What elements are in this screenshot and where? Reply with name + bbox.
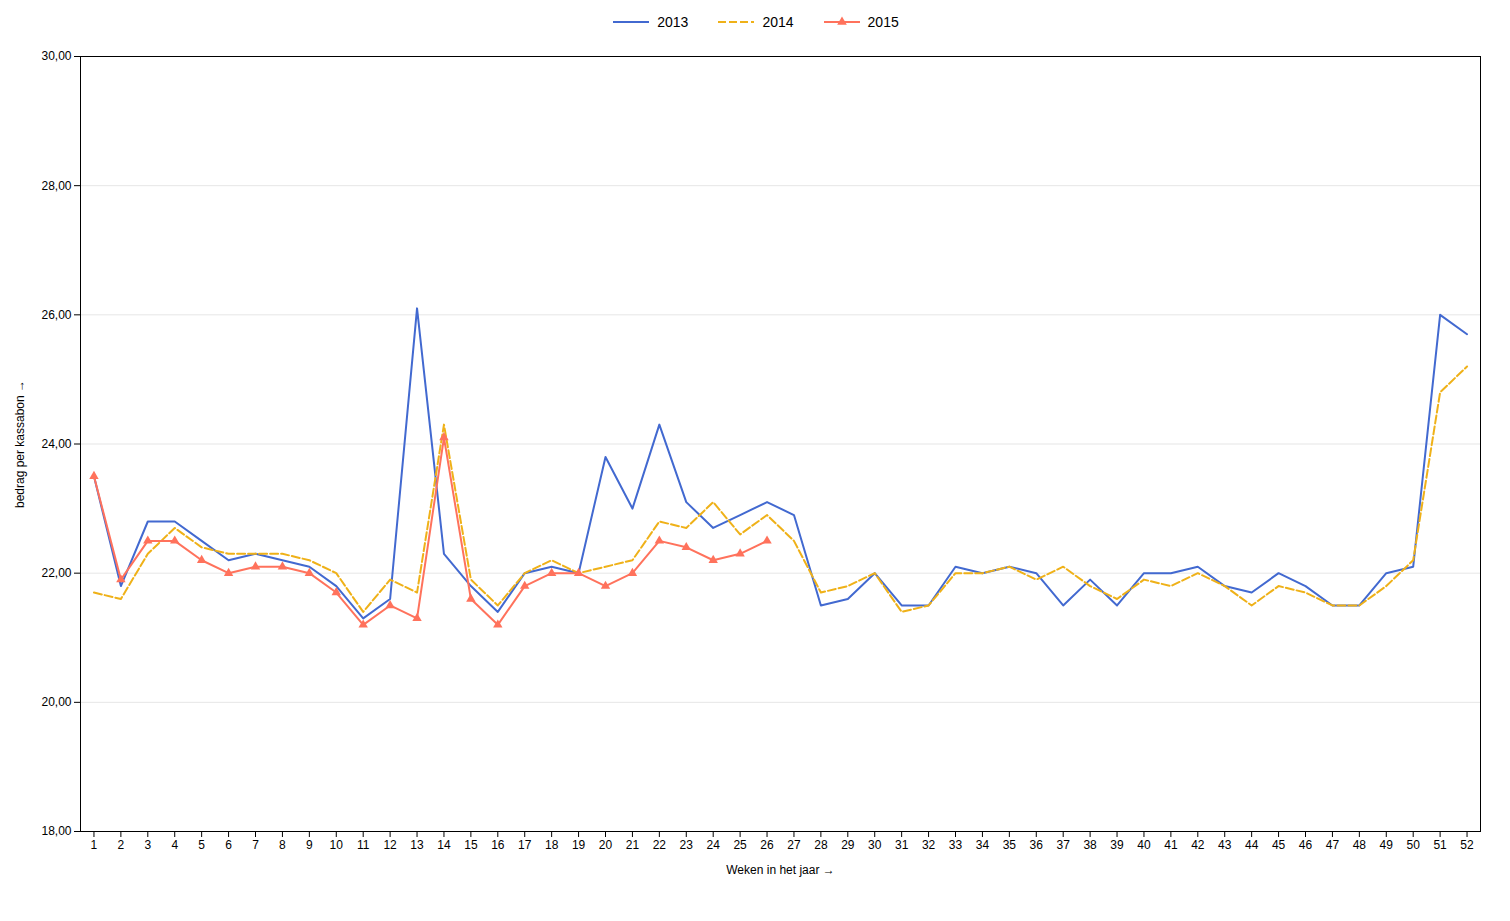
svg-text:41: 41 bbox=[1164, 838, 1178, 852]
svg-text:51: 51 bbox=[1433, 838, 1447, 852]
svg-text:50: 50 bbox=[1407, 838, 1421, 852]
svg-text:7: 7 bbox=[252, 838, 259, 852]
svg-text:13: 13 bbox=[410, 838, 424, 852]
svg-text:9: 9 bbox=[306, 838, 313, 852]
svg-text:37: 37 bbox=[1057, 838, 1071, 852]
svg-text:38: 38 bbox=[1083, 838, 1097, 852]
svg-text:26,00: 26,00 bbox=[41, 308, 71, 322]
svg-text:39: 39 bbox=[1110, 838, 1124, 852]
svg-text:20,00: 20,00 bbox=[41, 695, 71, 709]
html-text:2014: 2014 bbox=[762, 14, 794, 30]
svg-text:36: 36 bbox=[1030, 838, 1044, 852]
svg-text:8: 8 bbox=[279, 838, 286, 852]
svg-text:30: 30 bbox=[868, 838, 882, 852]
svg-text:20: 20 bbox=[599, 838, 613, 852]
svg-text:48: 48 bbox=[1353, 838, 1367, 852]
svg-text:12: 12 bbox=[383, 838, 397, 852]
svg-text:5: 5 bbox=[198, 838, 205, 852]
svg-text:25: 25 bbox=[733, 838, 747, 852]
svg-text:26: 26 bbox=[760, 838, 774, 852]
svg-text:24: 24 bbox=[707, 838, 721, 852]
svg-text:18,00: 18,00 bbox=[41, 824, 71, 838]
svg-text:22,00: 22,00 bbox=[41, 566, 71, 580]
svg-text:30,00: 30,00 bbox=[41, 49, 71, 63]
svg-text:33: 33 bbox=[949, 838, 963, 852]
svg-text:52: 52 bbox=[1460, 838, 1474, 852]
svg-text:47: 47 bbox=[1326, 838, 1340, 852]
svg-text:bedrag per kassabon →: bedrag per kassabon → bbox=[13, 380, 27, 508]
svg-text:21: 21 bbox=[626, 838, 640, 852]
svg-text:46: 46 bbox=[1299, 838, 1313, 852]
svg-text:22: 22 bbox=[653, 838, 667, 852]
svg-text:14: 14 bbox=[437, 838, 451, 852]
svg-text:Weken in het jaar →: Weken in het jaar → bbox=[726, 863, 835, 877]
svg-text:42: 42 bbox=[1191, 838, 1205, 852]
svg-text:24,00: 24,00 bbox=[41, 437, 71, 451]
svg-text:10: 10 bbox=[330, 838, 344, 852]
svg-text:34: 34 bbox=[976, 838, 990, 852]
html-text:2013: 2013 bbox=[657, 14, 689, 30]
svg-text:16: 16 bbox=[491, 838, 505, 852]
svg-text:18: 18 bbox=[545, 838, 559, 852]
svg-text:27: 27 bbox=[787, 838, 801, 852]
svg-text:17: 17 bbox=[518, 838, 532, 852]
svg-text:32: 32 bbox=[922, 838, 936, 852]
svg-text:31: 31 bbox=[895, 838, 909, 852]
svg-text:15: 15 bbox=[464, 838, 478, 852]
svg-text:40: 40 bbox=[1137, 838, 1151, 852]
svg-text:19: 19 bbox=[572, 838, 586, 852]
svg-text:2: 2 bbox=[118, 838, 125, 852]
svg-text:49: 49 bbox=[1380, 838, 1394, 852]
html-text:2015: 2015 bbox=[867, 14, 899, 30]
svg-text:6: 6 bbox=[225, 838, 232, 852]
svg-text:4: 4 bbox=[171, 838, 178, 852]
svg-text:28: 28 bbox=[814, 838, 828, 852]
svg-text:35: 35 bbox=[1003, 838, 1017, 852]
svg-text:23: 23 bbox=[680, 838, 694, 852]
svg-text:44: 44 bbox=[1245, 838, 1259, 852]
svg-text:29: 29 bbox=[841, 838, 855, 852]
svg-text:28,00: 28,00 bbox=[41, 179, 71, 193]
svg-text:45: 45 bbox=[1272, 838, 1286, 852]
svg-text:11: 11 bbox=[357, 838, 370, 852]
svg-text:3: 3 bbox=[144, 838, 151, 852]
svg-text:1: 1 bbox=[91, 838, 98, 852]
svg-text:43: 43 bbox=[1218, 838, 1232, 852]
